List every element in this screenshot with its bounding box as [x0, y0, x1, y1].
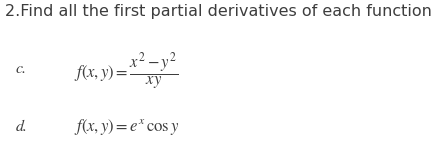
- Text: $f(x,y)=\dfrac{x^2-y^2}{xy}$: $f(x,y)=\dfrac{x^2-y^2}{xy}$: [74, 51, 179, 92]
- Text: $f(x,y)=e^x\,\mathrm{cos}\,y$: $f(x,y)=e^x\,\mathrm{cos}\,y$: [74, 117, 180, 137]
- Text: d.: d.: [15, 120, 27, 134]
- Text: 2.Find all the first partial derivatives of each function: 2.Find all the first partial derivatives…: [5, 4, 432, 19]
- Text: c.: c.: [15, 61, 26, 76]
